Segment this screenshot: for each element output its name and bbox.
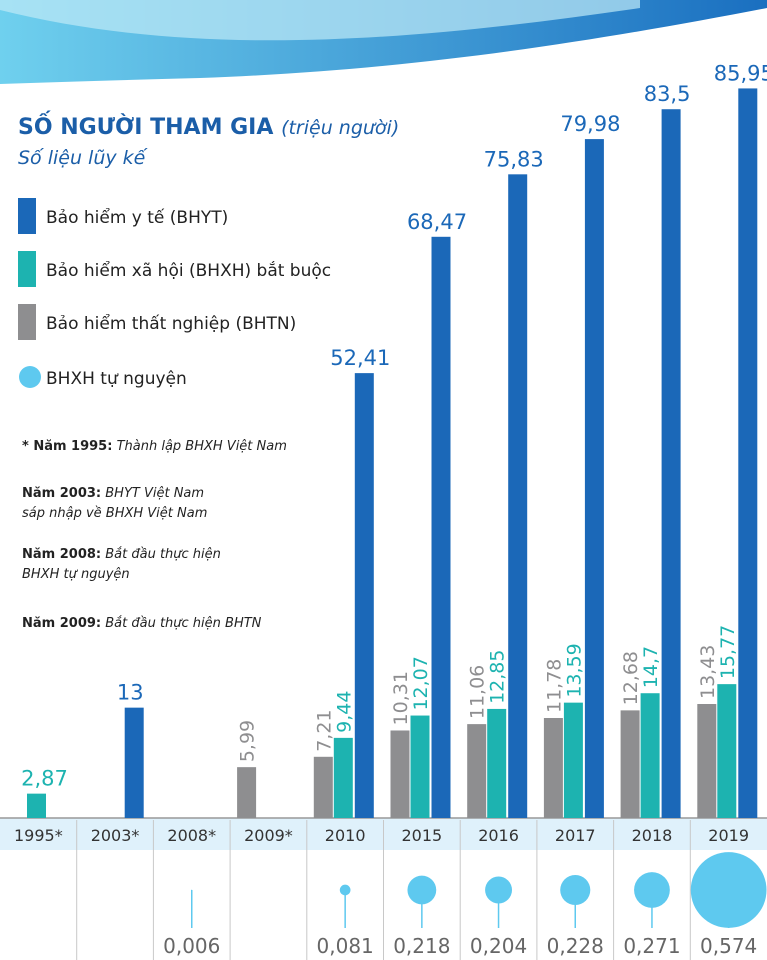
x-tick-label: 2008* <box>167 826 216 845</box>
note-label: Năm 2009: <box>22 616 101 631</box>
value-label: 9,44 <box>333 691 355 733</box>
bar <box>738 88 758 818</box>
value-label: 5,99 <box>237 720 259 762</box>
x-tick-label: 2019 <box>708 826 749 845</box>
value-label: 12,68 <box>620 651 642 705</box>
note: Năm 2009: Bắt đầu thực hiện BHTN <box>22 616 262 631</box>
bubble <box>339 884 351 896</box>
title-unit: (triệu người) <box>281 117 399 139</box>
note-label: Năm 2008: <box>22 547 101 562</box>
bubble-label: 0,228 <box>547 934 604 958</box>
legend-swatch <box>18 251 36 287</box>
value-label: 13,43 <box>697 645 719 699</box>
value-label: 11,06 <box>467 665 489 719</box>
bar <box>354 373 374 818</box>
bar <box>431 236 451 819</box>
x-tick-label: 2017 <box>555 826 596 845</box>
bar <box>563 702 583 818</box>
bubble <box>634 872 670 908</box>
bubble-label: 0,006 <box>163 934 220 958</box>
bubble-label: 0,204 <box>470 934 527 958</box>
bar <box>487 708 507 818</box>
note: BHXH tự nguyện <box>22 567 130 582</box>
note-text: Bắt đầu thực hiện <box>105 547 221 562</box>
bubble <box>485 876 513 904</box>
bar <box>717 684 737 818</box>
value-label: 15,77 <box>717 625 739 679</box>
bubble <box>191 889 193 891</box>
bar <box>333 737 353 818</box>
note: sáp nhập về BHXH Việt Nam <box>22 506 207 521</box>
x-tick-label: 2003* <box>91 826 140 845</box>
bar <box>508 174 528 818</box>
note-label: * Năm 1995: <box>22 439 112 454</box>
value-label: 11,78 <box>543 659 565 713</box>
bar <box>124 707 144 818</box>
bar <box>543 718 563 818</box>
value-label: 7,21 <box>313 709 335 751</box>
value-label: 13 <box>117 681 144 705</box>
value-label: 10,31 <box>390 671 412 725</box>
legend-label: Bảo hiểm y tế (BHYT) <box>46 207 228 228</box>
value-label: 79,98 <box>560 112 620 136</box>
legend-swatch <box>18 198 36 234</box>
bubble-label: 0,081 <box>317 934 374 958</box>
value-label: 83,5 <box>644 82 691 106</box>
note: Năm 2003: BHYT Việt Nam <box>22 486 204 501</box>
note: * Năm 1995: Thành lập BHXH Việt Nam <box>22 439 287 454</box>
chart-title: SỐ NGƯỜI THAM GIA (triệu người) <box>18 111 399 140</box>
value-label: 68,47 <box>407 210 467 234</box>
bar <box>620 710 640 818</box>
legend-label: Bảo hiểm xã hội (BHXH) bắt buộc <box>46 260 331 281</box>
bubble-label: 0,574 <box>700 934 757 958</box>
header-wave-light <box>0 0 640 41</box>
bubble-label: 0,218 <box>393 934 450 958</box>
x-tick-label: 2009* <box>244 826 293 845</box>
x-tick-label: 1995* <box>14 826 63 845</box>
x-tick-label: 2016 <box>478 826 519 845</box>
bar <box>313 756 333 818</box>
note-text: Thành lập BHXH Việt Nam <box>117 439 287 454</box>
bar <box>390 730 410 818</box>
bar <box>661 109 681 818</box>
bar <box>410 715 430 818</box>
x-tick-label: 2010 <box>325 826 366 845</box>
value-label: 12,07 <box>410 656 432 710</box>
bubble <box>560 874 591 906</box>
bubble <box>407 875 437 905</box>
legend-swatch <box>19 366 41 388</box>
x-tick-label: 2018 <box>632 826 673 845</box>
note-label: Năm 2003: <box>22 486 101 501</box>
value-label: 52,41 <box>330 346 390 370</box>
value-label: 12,85 <box>487 650 509 704</box>
note-text: sáp nhập về BHXH Việt Nam <box>22 506 207 521</box>
legend-label: BHXH tự nguyện <box>46 369 187 389</box>
bar <box>640 693 660 818</box>
value-label: 14,7 <box>640 646 662 688</box>
bar <box>237 767 257 818</box>
value-label: 75,83 <box>484 147 544 171</box>
note-text: BHXH tự nguyện <box>22 567 130 582</box>
value-label: 13,59 <box>563 643 585 697</box>
bubble <box>690 852 767 928</box>
note-text: BHYT Việt Nam <box>105 486 204 501</box>
bar <box>27 793 46 818</box>
x-tick-label: 2015 <box>401 826 442 845</box>
title-text: SỐ NGƯỜI THAM GIA <box>18 111 273 140</box>
bar <box>697 704 717 818</box>
note-text: Bắt đầu thực hiện BHTN <box>105 616 261 631</box>
legend-swatch <box>18 304 36 340</box>
bar <box>467 724 487 818</box>
note: Năm 2008: Bắt đầu thực hiện <box>22 547 221 562</box>
bar <box>584 139 604 819</box>
value-label: 85,95 <box>714 61 767 85</box>
legend-label: Bảo hiểm thất nghiệp (BHTN) <box>46 313 296 334</box>
bubble-label: 0,271 <box>623 934 680 958</box>
subtitle: Số liệu lũy kế <box>18 147 149 169</box>
value-label: 2,87 <box>21 767 68 791</box>
